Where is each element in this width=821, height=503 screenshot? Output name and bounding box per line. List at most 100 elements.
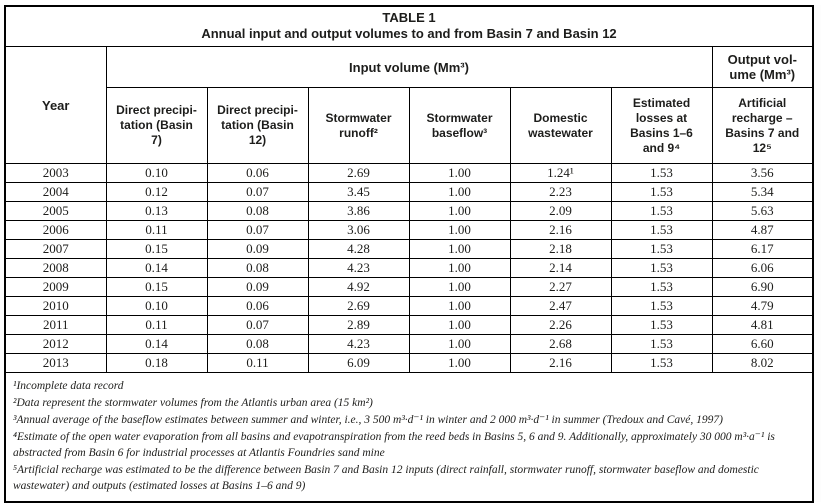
value-cell: 0.07 <box>206 182 309 202</box>
value-cell: 8.02 <box>711 353 814 373</box>
table-row: 2004 0.12 0.07 3.45 1.00 2.23 1.53 5.34 <box>4 182 814 202</box>
value-cell: 6.60 <box>711 334 814 354</box>
value-cell: 4.28 <box>307 239 410 259</box>
input-volume-group-header: Input volume (Mm³) <box>105 46 713 88</box>
value-cell: 6.17 <box>711 239 814 259</box>
year-cell: 2013 <box>4 353 107 373</box>
table-row: 2013 0.18 0.11 6.09 1.00 2.16 1.53 8.02 <box>4 353 814 373</box>
group-header-row: Year Input volume (Mm³) Output vol- ume … <box>4 46 814 164</box>
column-header-direct-precipitation-basin7: Direct precipi- tation (Basin 7) <box>105 87 208 164</box>
table-body: 2003 0.10 0.06 2.69 1.00 1.24¹ 1.53 3.56 2004 0.1… <box>4 163 814 373</box>
table-1: TABLE 1 Annual input and output volumes … <box>4 5 814 503</box>
value-cell: 2.68 <box>509 334 612 354</box>
output-volume-group-header: Output vol- ume (Mm³) <box>711 46 814 88</box>
value-cell: 0.14 <box>105 334 208 354</box>
value-cell: 0.08 <box>206 258 309 278</box>
value-cell: 2.14 <box>509 258 612 278</box>
table-row: 2008 0.14 0.08 4.23 1.00 2.14 1.53 6.06 <box>4 258 814 278</box>
column-header-stormwater-baseflow: Stormwater baseflow³ <box>408 87 511 164</box>
value-cell: 0.13 <box>105 201 208 221</box>
value-cell: 4.92 <box>307 277 410 297</box>
value-cell: 4.87 <box>711 220 814 240</box>
value-cell: 2.16 <box>509 220 612 240</box>
year-cell: 2008 <box>4 258 107 278</box>
table-title: TABLE 1 Annual input and output volumes … <box>4 5 814 47</box>
value-cell: 0.06 <box>206 163 309 183</box>
page: TABLE 1 Annual input and output volumes … <box>0 5 821 503</box>
year-cell: 2005 <box>4 201 107 221</box>
value-cell: 4.23 <box>307 334 410 354</box>
value-cell: 1.53 <box>610 353 713 373</box>
value-cell: 2.69 <box>307 163 410 183</box>
value-cell: 1.24¹ <box>509 163 612 183</box>
year-cell: 2009 <box>4 277 107 297</box>
value-cell: 2.89 <box>307 315 410 335</box>
value-cell: 2.16 <box>509 353 612 373</box>
table-number: TABLE 1 <box>382 10 436 25</box>
column-header-row: Direct precipi- tation (Basin 7) Direct … <box>5 87 814 164</box>
value-cell: 0.10 <box>105 163 208 183</box>
value-cell: 0.08 <box>206 334 309 354</box>
value-cell: 0.09 <box>206 239 309 259</box>
footnotes-row: ¹Incomplete data record ²Data represent t… <box>4 372 814 503</box>
footnote: ⁴Estimate of the open water evaporation … <box>13 431 775 459</box>
value-cell: 1.00 <box>408 334 511 354</box>
value-cell: 1.53 <box>610 201 713 221</box>
value-cell: 1.53 <box>610 258 713 278</box>
value-cell: 5.63 <box>711 201 814 221</box>
value-cell: 0.12 <box>105 182 208 202</box>
value-cell: 3.06 <box>307 220 410 240</box>
value-cell: 1.53 <box>610 296 713 316</box>
value-cell: 1.53 <box>610 277 713 297</box>
value-cell: 0.14 <box>105 258 208 278</box>
value-cell: 1.00 <box>408 239 511 259</box>
value-cell: 2.18 <box>509 239 612 259</box>
year-cell: 2006 <box>4 220 107 240</box>
value-cell: 4.23 <box>307 258 410 278</box>
value-cell: 6.09 <box>307 353 410 373</box>
value-cell: 6.90 <box>711 277 814 297</box>
title-row: TABLE 1 Annual input and output volumes … <box>4 5 814 47</box>
column-header-estimated-losses: Estimated losses at Basins 1–6 and 9⁴ <box>610 87 713 164</box>
year-cell: 2004 <box>4 182 107 202</box>
value-cell: 4.81 <box>711 315 814 335</box>
value-cell: 2.27 <box>509 277 612 297</box>
value-cell: 3.86 <box>307 201 410 221</box>
value-cell: 1.00 <box>408 163 511 183</box>
value-cell: 2.26 <box>509 315 612 335</box>
value-cell: 1.00 <box>408 277 511 297</box>
value-cell: 1.53 <box>610 163 713 183</box>
table-row: 2009 0.15 0.09 4.92 1.00 2.27 1.53 6.90 <box>4 277 814 297</box>
table-row: 2007 0.15 0.09 4.28 1.00 2.18 1.53 6.17 <box>4 239 814 259</box>
column-header-artificial-recharge: Artificial recharge – Basins 7 and 12⁵ <box>711 87 814 164</box>
value-cell: 0.15 <box>105 239 208 259</box>
footnote: ²Data represent the stormwater volumes f… <box>13 397 373 409</box>
value-cell: 1.00 <box>408 201 511 221</box>
year-cell: 2003 <box>4 163 107 183</box>
value-cell: 1.53 <box>610 182 713 202</box>
value-cell: 2.09 <box>509 201 612 221</box>
value-cell: 0.11 <box>105 315 208 335</box>
value-cell: 1.00 <box>408 296 511 316</box>
table-row: 2003 0.10 0.06 2.69 1.00 1.24¹ 1.53 3.56 <box>4 163 814 183</box>
table-caption: Annual input and output volumes to and f… <box>201 26 617 41</box>
footnotes: ¹Incomplete data record ²Data represent t… <box>4 372 814 503</box>
value-cell: 1.53 <box>610 315 713 335</box>
value-cell: 1.53 <box>610 239 713 259</box>
value-cell: 1.00 <box>408 182 511 202</box>
column-header-direct-precipitation-basin12: Direct precipi- tation (Basin 12) <box>206 87 309 164</box>
table-row: 2010 0.10 0.06 2.69 1.00 2.47 1.53 4.79 <box>4 296 814 316</box>
value-cell: 2.69 <box>307 296 410 316</box>
value-cell: 1.00 <box>408 353 511 373</box>
value-cell: 0.10 <box>105 296 208 316</box>
year-cell: 2007 <box>4 239 107 259</box>
column-header-domestic-wastewater: Domestic wastewater <box>509 87 612 164</box>
value-cell: 1.53 <box>610 220 713 240</box>
footnote: ³Annual average of the baseflow estimate… <box>13 414 723 426</box>
value-cell: 0.15 <box>105 277 208 297</box>
value-cell: 2.23 <box>509 182 612 202</box>
value-cell: 0.07 <box>206 220 309 240</box>
value-cell: 1.00 <box>408 220 511 240</box>
value-cell: 4.79 <box>711 296 814 316</box>
value-cell: 3.56 <box>711 163 814 183</box>
